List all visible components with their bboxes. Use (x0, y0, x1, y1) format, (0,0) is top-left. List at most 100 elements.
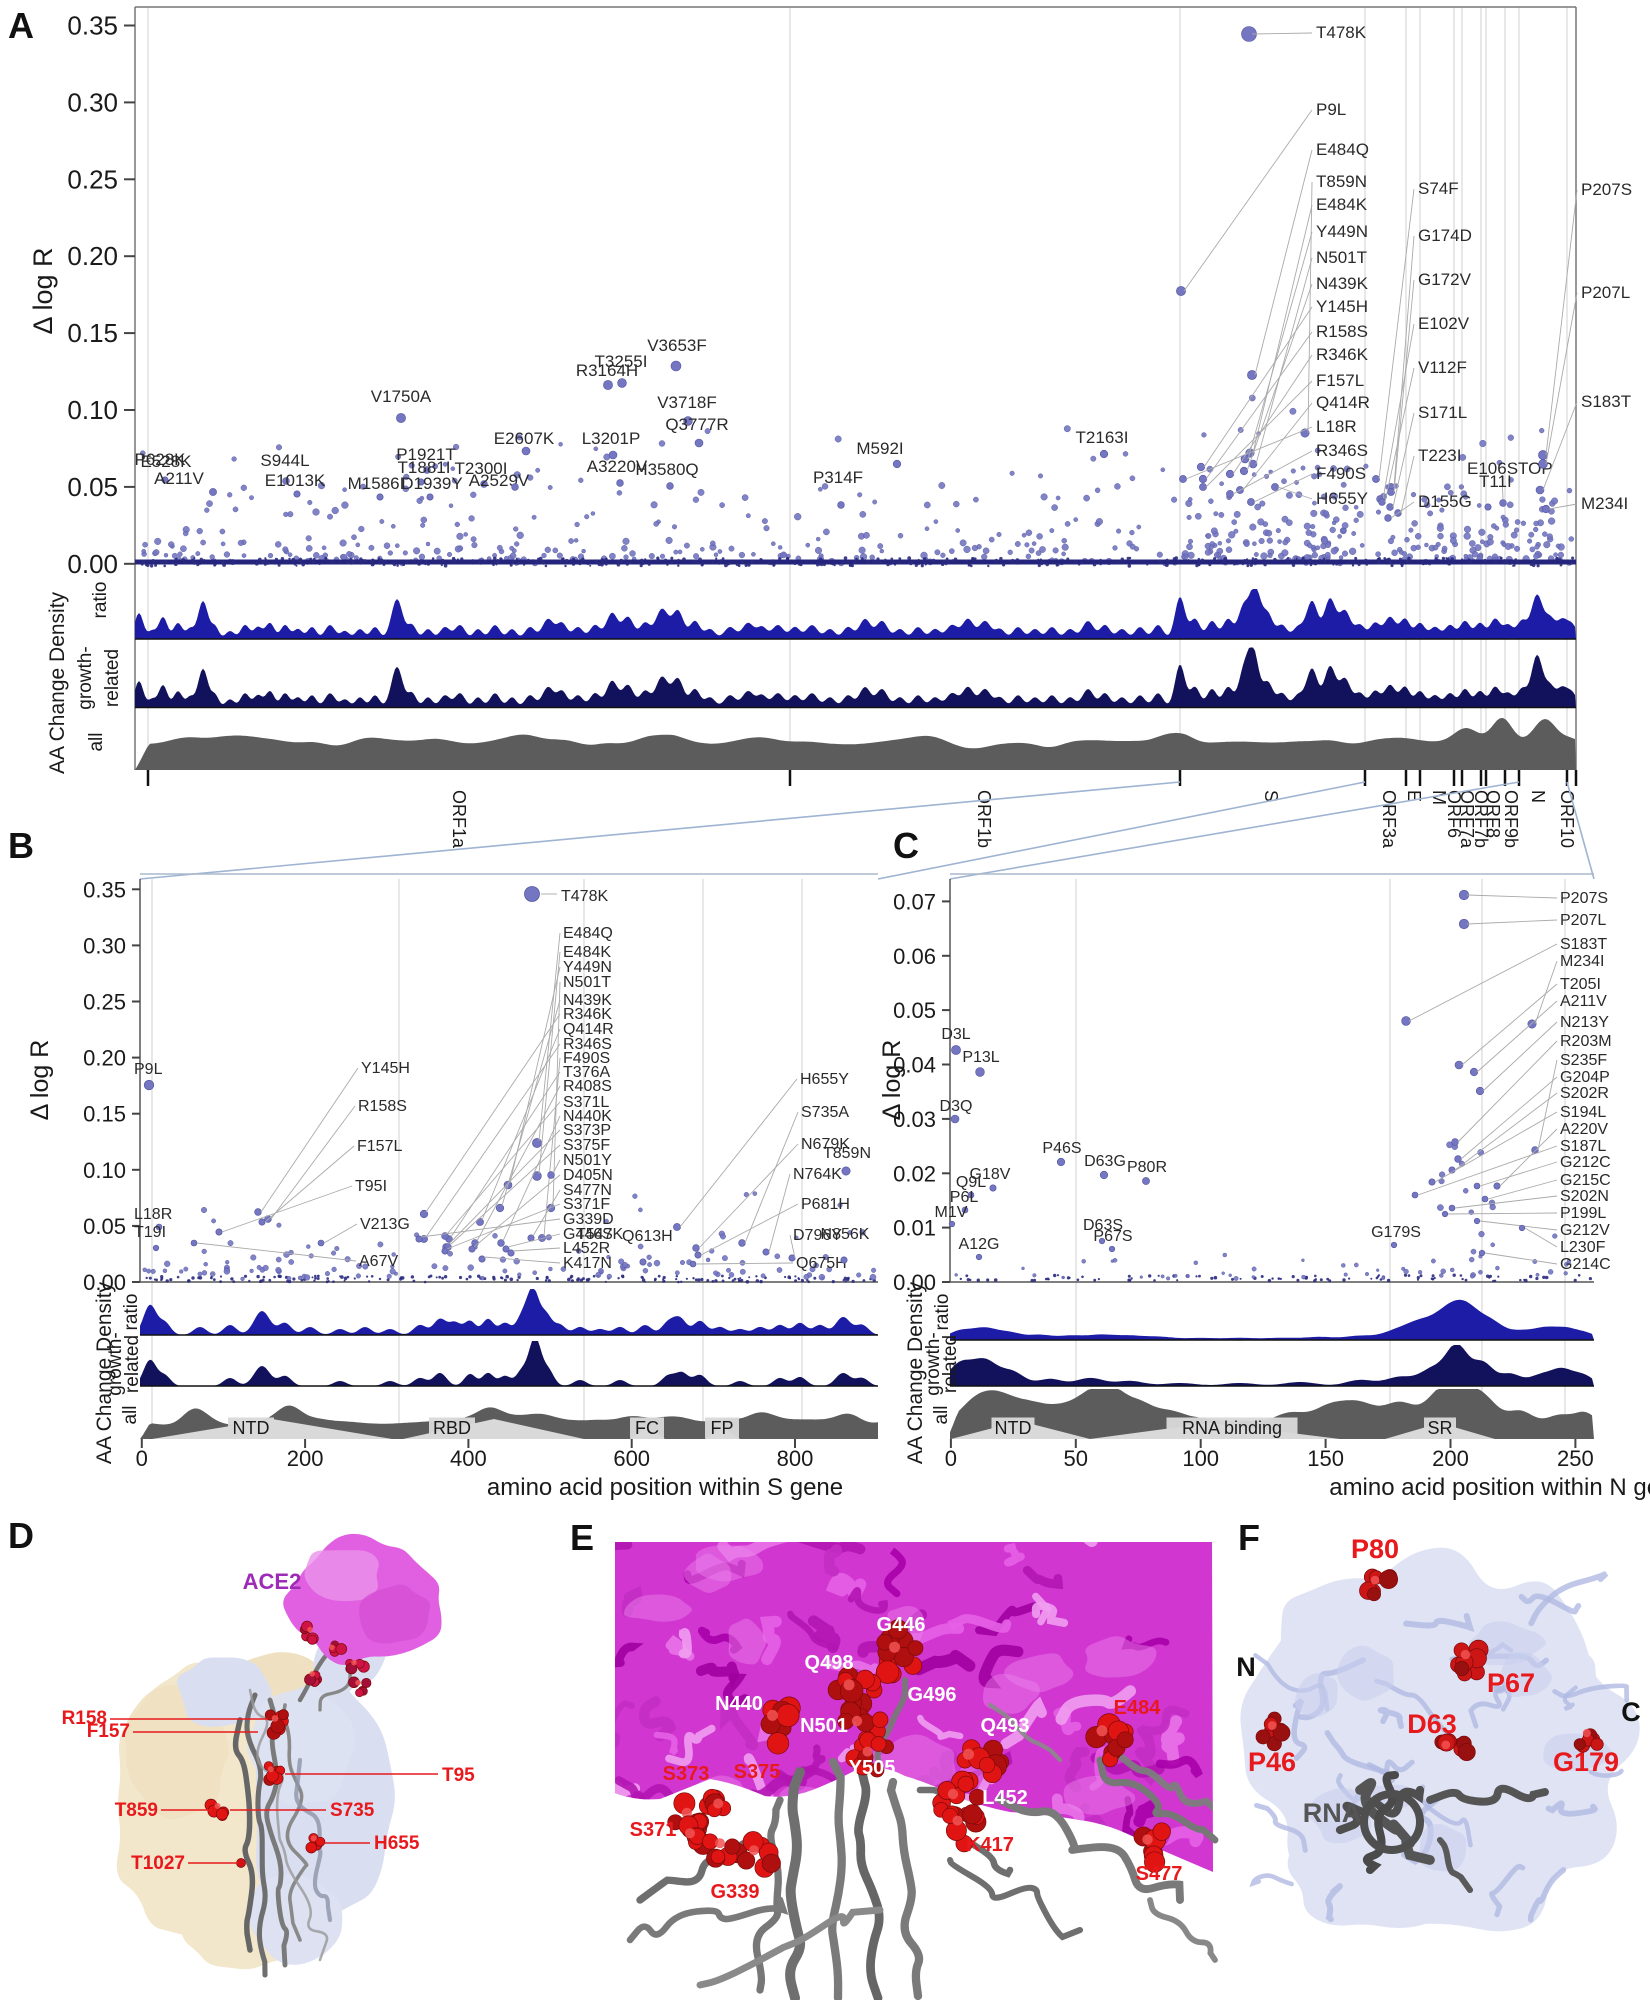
svg-text:T95: T95 (442, 1765, 475, 1786)
svg-text:ORF7b: ORF7b (1471, 790, 1491, 848)
svg-text:ORF8: ORF8 (1483, 790, 1503, 838)
svg-text:N856K: N856K (821, 1226, 870, 1243)
svg-text:RNA binding: RNA binding (1182, 1418, 1282, 1438)
svg-text:N439K: N439K (1316, 274, 1369, 293)
svg-text:G339D: G339D (563, 1211, 614, 1228)
svg-text:G446S: G446S (563, 1226, 613, 1243)
svg-text:S735A: S735A (801, 1104, 849, 1121)
svg-text:D63: D63 (1407, 1709, 1457, 1739)
svg-text:N: N (1236, 1652, 1256, 1682)
svg-text:S235F: S235F (1560, 1052, 1607, 1069)
svg-text:B: B (8, 825, 34, 866)
svg-text:R203M: R203M (1560, 1033, 1612, 1050)
svg-text:P9L: P9L (1316, 100, 1346, 119)
svg-text:A2529V: A2529V (469, 471, 530, 490)
svg-text:H3580Q: H3580Q (635, 460, 698, 479)
svg-text:P13L: P13L (962, 1049, 999, 1066)
svg-text:A3220V: A3220V (587, 457, 648, 476)
svg-text:Y145H: Y145H (1316, 297, 1368, 316)
svg-text:0.04: 0.04 (893, 1053, 936, 1078)
svg-text:R408S: R408S (563, 1078, 612, 1095)
svg-text:S373P: S373P (563, 1122, 611, 1139)
svg-text:Δ log R: Δ log R (878, 1040, 906, 1121)
svg-text:ORF10: ORF10 (1557, 790, 1577, 848)
svg-text:R158S: R158S (358, 1098, 407, 1115)
svg-text:100: 100 (1182, 1446, 1219, 1471)
svg-text:Δ log R: Δ log R (28, 247, 58, 334)
svg-text:A211V: A211V (154, 469, 204, 488)
svg-text:P67: P67 (1487, 1668, 1535, 1698)
svg-text:N: N (1528, 790, 1548, 803)
svg-text:S202R: S202R (1560, 1085, 1609, 1102)
svg-text:G215C: G215C (1560, 1172, 1611, 1189)
svg-text:M1V: M1V (935, 1204, 968, 1221)
svg-text:T223I: T223I (1418, 446, 1461, 465)
svg-text:0.05: 0.05 (67, 472, 118, 502)
svg-text:A67V: A67V (359, 1253, 398, 1270)
svg-text:0.00: 0.00 (67, 549, 118, 579)
svg-text:Δ log R: Δ log R (26, 1040, 54, 1121)
svg-text:growth-: growth- (923, 1332, 944, 1395)
svg-text:E2607K: E2607K (494, 429, 555, 448)
svg-text:all: all (120, 1405, 141, 1424)
svg-text:P9L: P9L (134, 1061, 163, 1078)
svg-text:S477: S477 (1136, 1863, 1183, 1885)
svg-text:R158S: R158S (1316, 322, 1368, 341)
svg-text:Q493: Q493 (981, 1715, 1030, 1737)
svg-text:T1027: T1027 (131, 1853, 185, 1874)
svg-text:F490S: F490S (1316, 464, 1366, 483)
svg-text:C: C (1621, 1697, 1641, 1727)
svg-text:T95I: T95I (355, 1178, 387, 1195)
svg-text:S371F: S371F (563, 1196, 610, 1213)
svg-text:P46: P46 (1248, 1747, 1296, 1777)
svg-text:A12G: A12G (959, 1236, 1000, 1253)
svg-text:P1921T: P1921T (396, 445, 456, 464)
svg-text:M234I: M234I (1560, 953, 1604, 970)
svg-text:D3L: D3L (941, 1026, 970, 1043)
svg-text:V3718F: V3718F (657, 393, 717, 412)
svg-text:AA Change Density: AA Change Density (46, 591, 69, 774)
svg-text:V3653F: V3653F (647, 336, 707, 355)
svg-text:G214C: G214C (1560, 1256, 1611, 1273)
svg-text:S183T: S183T (1560, 936, 1607, 953)
svg-text:0.30: 0.30 (83, 933, 126, 958)
svg-text:P628K: P628K (134, 450, 186, 469)
svg-text:E102V: E102V (1418, 314, 1470, 333)
svg-text:ORF9b: ORF9b (1501, 790, 1521, 848)
svg-text:ORF3a: ORF3a (1379, 790, 1399, 849)
svg-text:T376A: T376A (563, 1064, 610, 1081)
svg-text:S477N: S477N (563, 1182, 612, 1199)
svg-text:N501Y: N501Y (563, 1152, 612, 1169)
svg-text:N679K: N679K (801, 1136, 850, 1153)
svg-text:0: 0 (945, 1446, 957, 1471)
svg-text:E484Q: E484Q (1316, 140, 1369, 159)
svg-text:0.25: 0.25 (83, 990, 126, 1015)
svg-text:amino acid position within N g: amino acid position within N gene (1329, 1474, 1650, 1501)
svg-text:P207S: P207S (1581, 180, 1632, 199)
svg-text:Q3777R: Q3777R (665, 415, 728, 434)
svg-text:ORF1b: ORF1b (974, 790, 994, 848)
svg-text:G172V: G172V (1418, 270, 1472, 289)
svg-text:S187L: S187L (1560, 1138, 1606, 1155)
svg-text:P80: P80 (1351, 1534, 1399, 1564)
svg-text:M: M (1429, 790, 1449, 805)
svg-text:50: 50 (1064, 1446, 1088, 1471)
svg-text:P80R: P80R (1127, 1159, 1167, 1176)
svg-text:amino acid position within S g: amino acid position within S gene (487, 1474, 843, 1501)
svg-text:G496: G496 (908, 1684, 957, 1706)
svg-text:0.35: 0.35 (83, 877, 126, 902)
svg-text:G212C: G212C (1560, 1154, 1611, 1171)
svg-text:Q414R: Q414R (1316, 393, 1370, 412)
svg-text:S373: S373 (663, 1763, 710, 1785)
svg-text:G179S: G179S (1371, 1224, 1421, 1241)
svg-text:E484: E484 (1114, 1697, 1162, 1719)
svg-text:R346K: R346K (563, 1006, 612, 1023)
svg-text:D1939Y: D1939Y (401, 474, 462, 493)
svg-text:RNA: RNA (1303, 1798, 1362, 1828)
svg-text:0.10: 0.10 (83, 1158, 126, 1183)
svg-text:P681H: P681H (801, 1196, 850, 1213)
svg-text:M234I: M234I (1581, 494, 1628, 513)
svg-text:E484K: E484K (1316, 195, 1368, 214)
svg-text:P207L: P207L (1560, 912, 1606, 929)
svg-text:P199L: P199L (1560, 1205, 1606, 1222)
